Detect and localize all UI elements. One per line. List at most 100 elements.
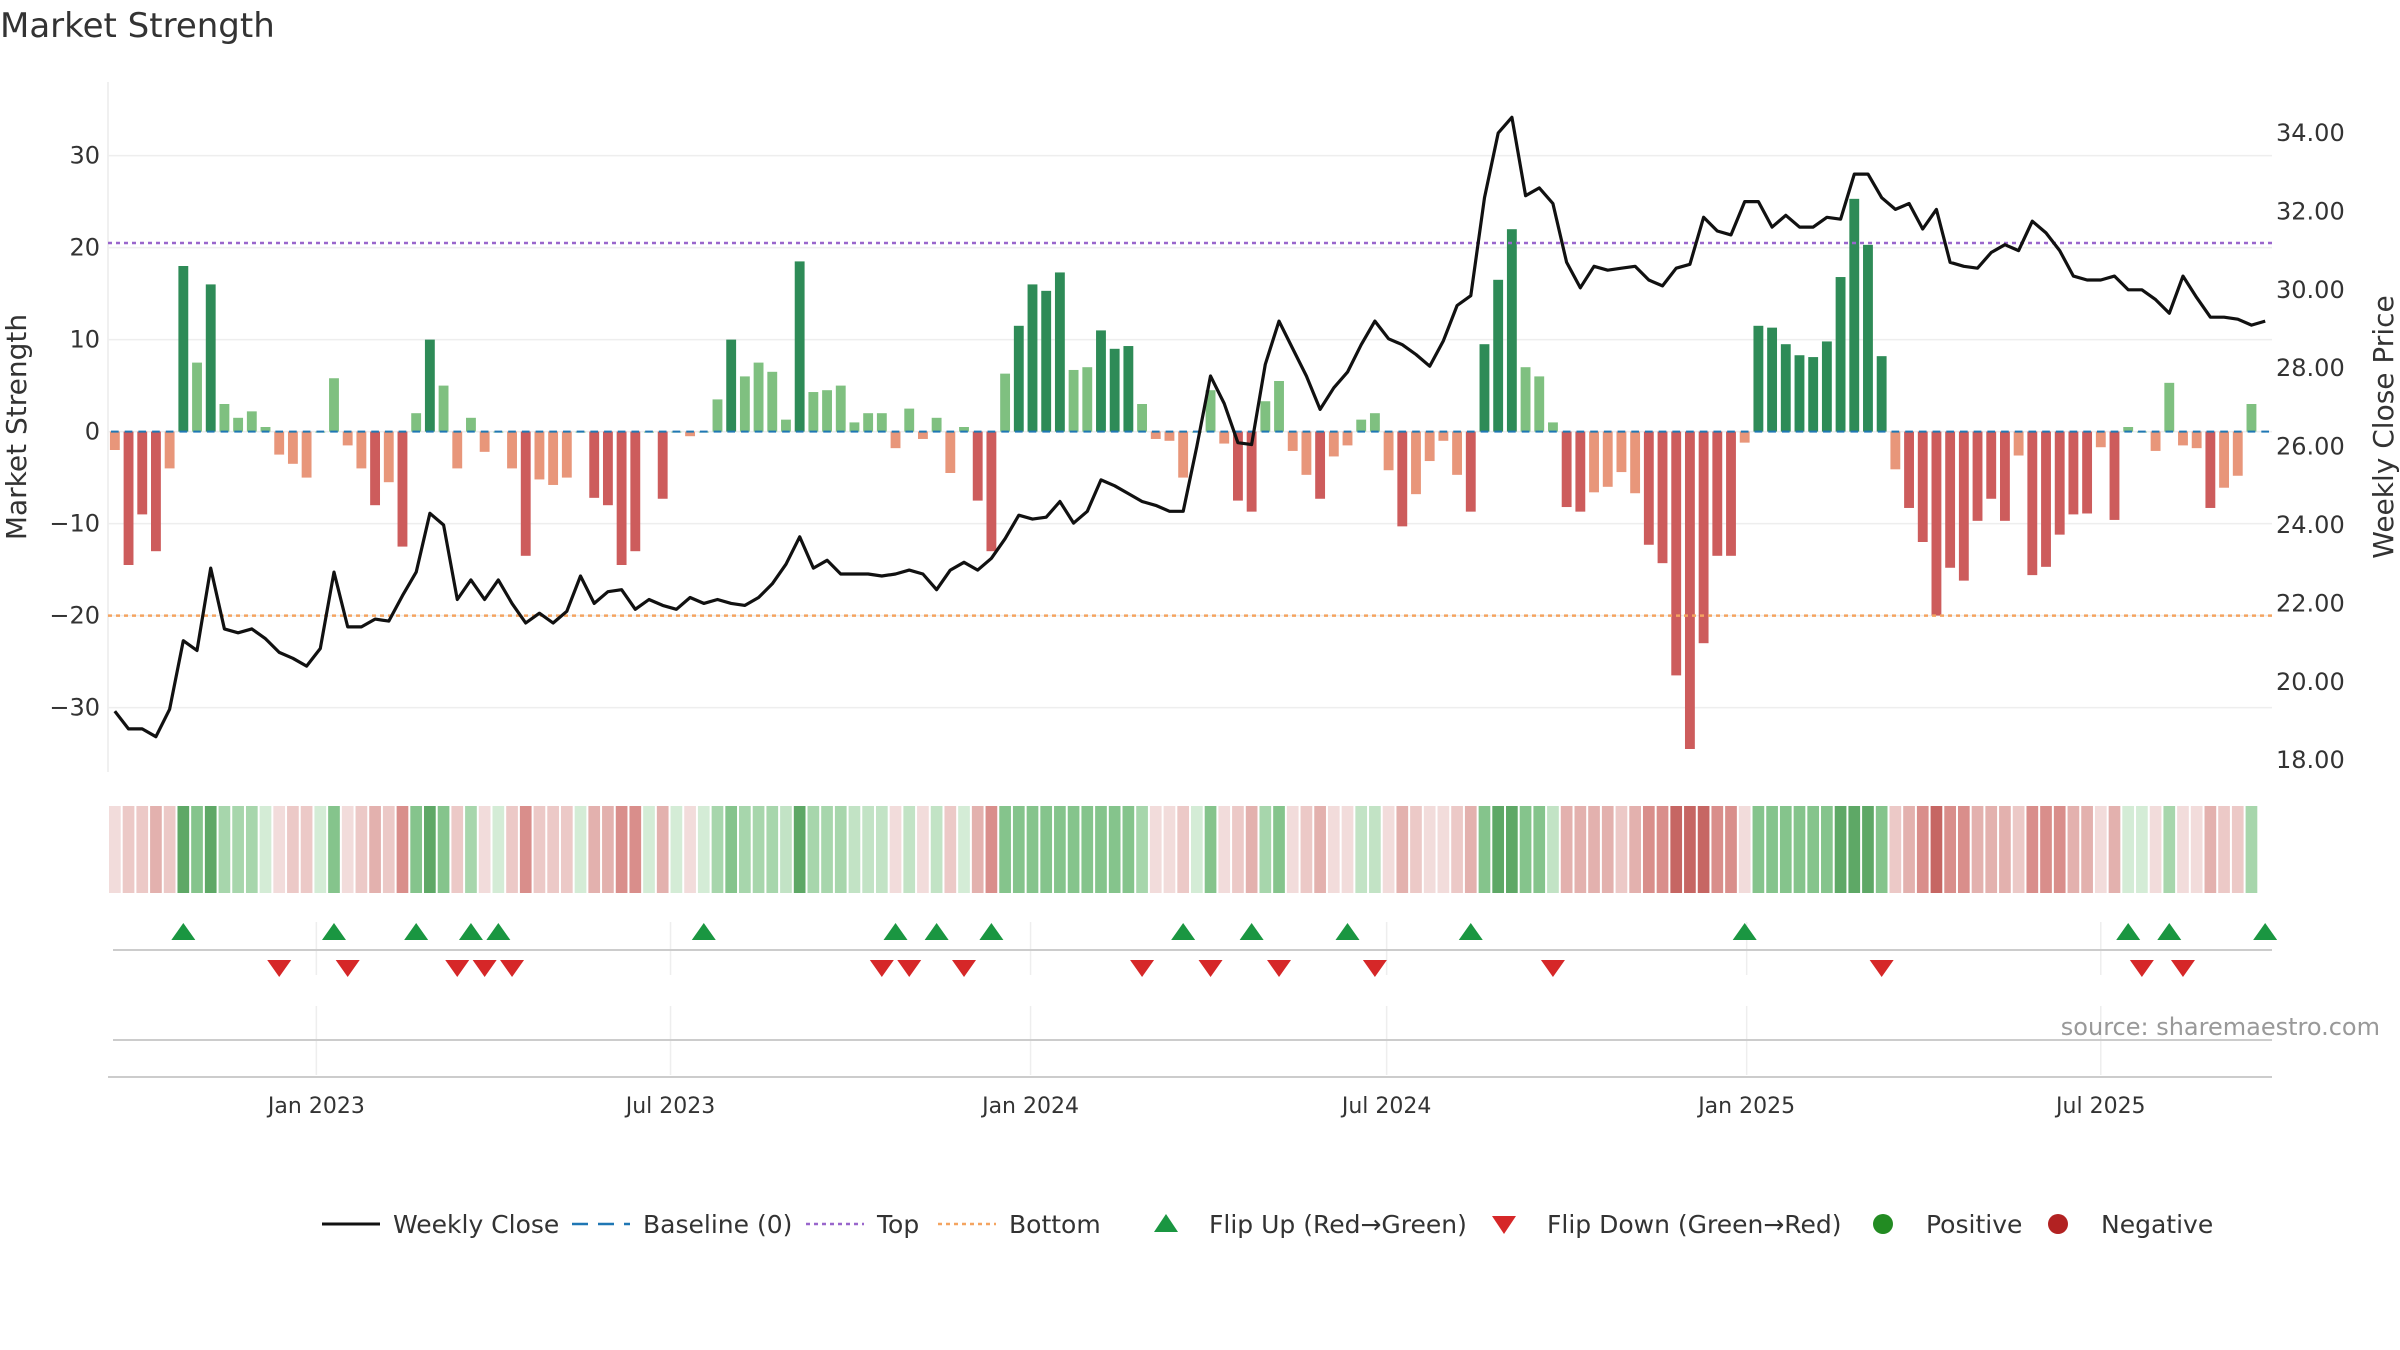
strength-bar: [1767, 327, 1778, 432]
strength-bar: [1438, 431, 1449, 441]
heat-cell: [697, 806, 710, 893]
heat-cell: [766, 806, 779, 893]
flip-up-marker: [404, 923, 429, 940]
strength-bar: [123, 431, 134, 565]
strength-bar: [890, 431, 901, 449]
flip-up-marker: [883, 923, 908, 940]
heat-cell: [259, 806, 272, 893]
heat-cell: [2149, 806, 2162, 893]
heat-cell: [780, 806, 792, 893]
strength-bar: [1041, 290, 1052, 432]
heat-cell: [1108, 806, 1121, 893]
strength-bar: [2150, 431, 2161, 451]
flip-up-marker: [1171, 923, 1196, 940]
strength-bar: [1986, 431, 1997, 499]
heat-cell: [287, 806, 299, 893]
y-tick-left: 30: [69, 142, 100, 170]
strength-bar: [2013, 431, 2024, 456]
heat-cell: [1232, 806, 1244, 893]
heat-cell: [1848, 806, 1861, 893]
strength-bar: [1178, 431, 1189, 478]
heat-cell: [1916, 806, 1929, 893]
heat-cell: [492, 806, 505, 893]
heat-cell: [1930, 806, 1943, 893]
weekly-close-line: [113, 115, 2266, 739]
strength-bar: [1904, 431, 1914, 508]
strength-bar: [2054, 431, 2065, 535]
strength-bar: [835, 385, 846, 432]
heat-cell: [2012, 806, 2025, 893]
strength-bar: [753, 362, 764, 432]
legend-triangle-down-label: Flip Down (Green→Red): [1547, 1210, 1842, 1239]
strength-bar: [904, 408, 915, 432]
heat-cell: [2081, 806, 2093, 893]
heat-cell: [2067, 806, 2080, 893]
heat-cell: [300, 806, 313, 893]
strength-bar: [1315, 431, 1326, 499]
heat-cell: [1218, 806, 1231, 893]
strength-bar: [1917, 431, 1928, 542]
flip-down-marker: [2170, 960, 2195, 977]
heat-cell: [1944, 806, 1956, 893]
strength-bar: [1698, 431, 1709, 644]
strength-bar: [1383, 431, 1394, 471]
strength-bar: [1616, 431, 1627, 473]
strength-bar: [1465, 431, 1476, 512]
y-axis-label-right: Weekly Close Price: [2367, 295, 2400, 558]
heat-cell: [136, 806, 149, 893]
heat-cell: [1355, 806, 1368, 893]
heat-cell: [1971, 806, 1984, 893]
strength-bar: [1589, 431, 1599, 493]
strength-bar: [1164, 431, 1175, 441]
strength-bar: [219, 404, 230, 432]
heat-cell: [999, 806, 1011, 893]
strength-bar: [1411, 431, 1421, 495]
strength-bar: [1794, 355, 1805, 432]
strength-bar: [2082, 431, 2093, 514]
heat-cell: [273, 806, 286, 893]
strength-bar: [1548, 422, 1558, 432]
heat-cell: [1369, 806, 1381, 893]
heat-cell: [574, 806, 587, 893]
heat-cell: [1574, 806, 1587, 893]
strength-bar: [1931, 431, 1942, 616]
heat-cell: [629, 806, 642, 893]
strength-bar: [137, 431, 148, 515]
flip-up-marker: [2253, 923, 2278, 940]
heat-cell: [930, 806, 943, 893]
y-axis-label-left: Market Strength: [0, 314, 33, 540]
strength-bar: [1657, 431, 1668, 564]
heat-cell: [2108, 806, 2121, 893]
flip-up-marker: [979, 923, 1004, 940]
x-tick-label: Jan 2024: [980, 1094, 1079, 1119]
flip-up-marker: [1458, 923, 1483, 940]
heat-cell: [1999, 806, 2011, 893]
heat-cell: [1437, 806, 1450, 893]
heat-cell: [1136, 806, 1148, 893]
strength-bar: [1287, 431, 1298, 451]
strength-bar: [1013, 325, 1024, 432]
heat-cell: [588, 806, 601, 893]
strength-bar: [794, 261, 805, 432]
heat-cell: [1423, 806, 1436, 893]
heat-cell: [382, 806, 395, 893]
strength-bar: [1027, 284, 1038, 432]
strength-bar: [520, 431, 531, 556]
heat-cell: [1862, 806, 1874, 893]
strength-bar: [781, 419, 791, 432]
x-tick-label: Jan 2023: [266, 1094, 365, 1119]
flip-down-marker: [1198, 960, 1223, 977]
strength-bar: [945, 431, 956, 473]
heat-cell: [1752, 806, 1765, 893]
heat-cell: [1957, 806, 1970, 893]
strength-bar: [205, 284, 216, 432]
strength-bar: [1000, 373, 1011, 432]
heat-cell: [725, 806, 738, 893]
strength-bar: [2219, 431, 2229, 488]
strength-bar: [397, 431, 408, 547]
strength-bar: [274, 431, 285, 455]
flip-down-marker: [1869, 960, 1894, 977]
strength-bar: [287, 431, 298, 464]
strength-bar: [616, 431, 627, 565]
